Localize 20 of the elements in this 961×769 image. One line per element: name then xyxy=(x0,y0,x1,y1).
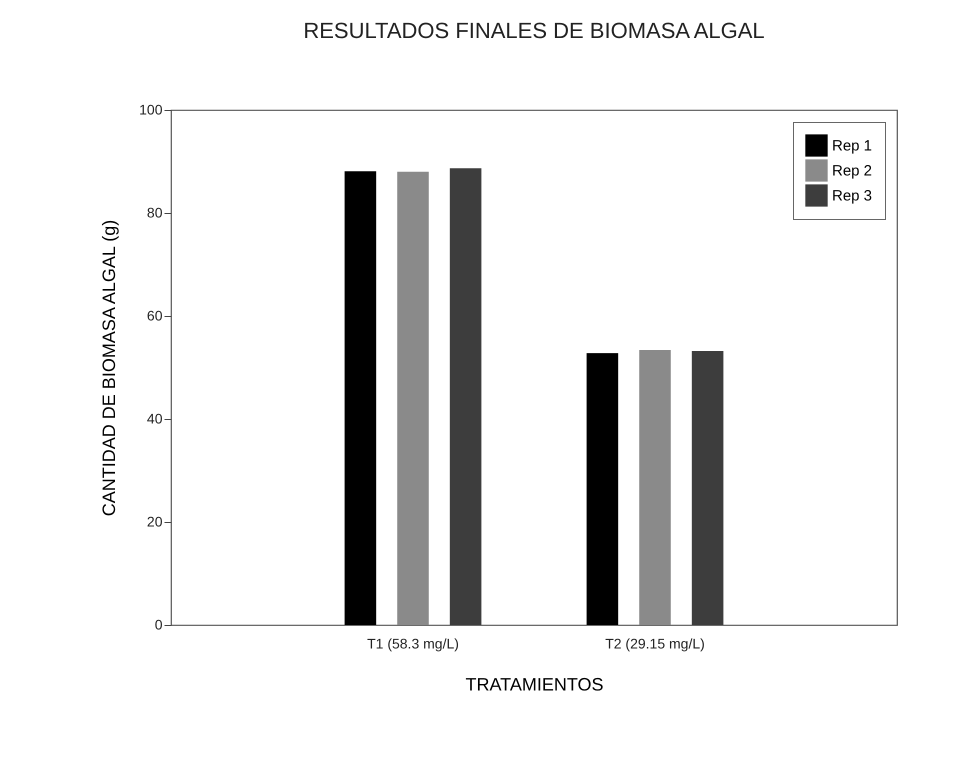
y-tick-label: 0 xyxy=(154,616,163,632)
bar xyxy=(344,171,376,625)
y-tick-label: 60 xyxy=(146,308,163,324)
chart-title: RESULTADOS FINALES DE BIOMASA ALGAL xyxy=(303,18,765,43)
bar xyxy=(450,168,482,625)
x-tick-label: T1 (58.3 mg/L) xyxy=(367,636,459,652)
bar xyxy=(586,353,618,625)
bar xyxy=(639,350,671,625)
x-axis-title: TRATAMIENTOS xyxy=(465,674,604,694)
legend-label: Rep 2 xyxy=(832,162,872,180)
y-tick-label: 20 xyxy=(146,514,163,530)
x-tick-label: T2 (29.15 mg/L) xyxy=(605,636,705,652)
y-tick-label: 100 xyxy=(139,102,163,118)
y-tick-label: 40 xyxy=(146,410,163,426)
legend-label: Rep 1 xyxy=(832,138,872,154)
y-axis-title: CANTIDAD DE BIOMASA ALGAL (g) xyxy=(99,220,120,516)
legend-label: Rep 3 xyxy=(832,188,872,204)
bar xyxy=(692,351,724,625)
y-tick-label: 80 xyxy=(146,204,163,220)
bar xyxy=(397,172,429,625)
